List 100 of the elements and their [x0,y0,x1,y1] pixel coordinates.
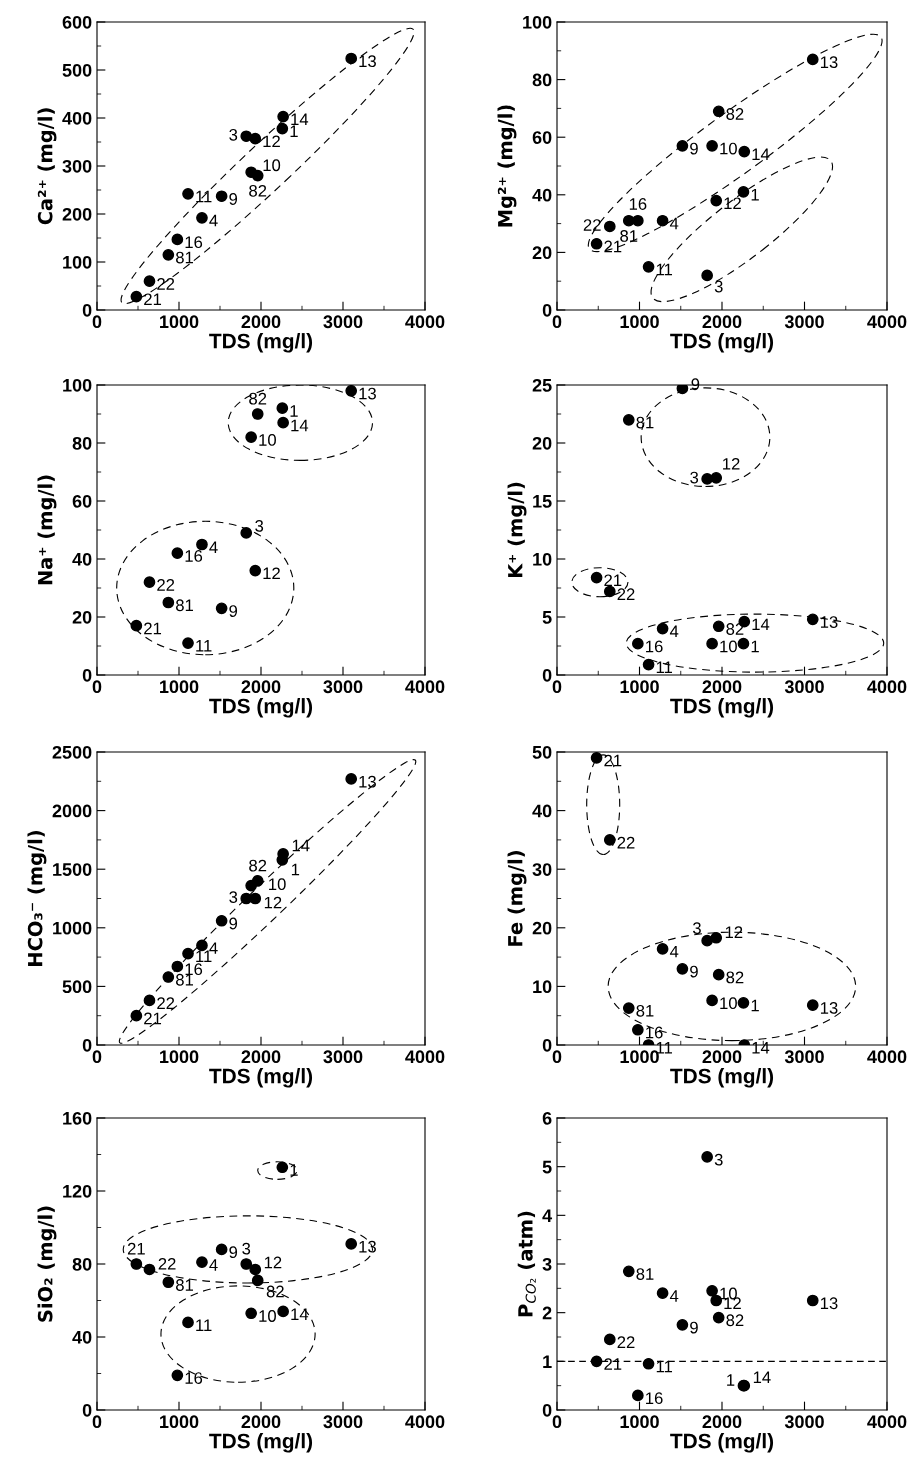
y-tick-label: 60 [532,131,552,144]
x-tick-label: 3000 [784,1050,824,1064]
annotation: 3 [690,471,699,484]
y-tick-label: 40 [532,188,552,202]
annotation: 11 [196,190,212,203]
annotation: 13 [820,616,838,628]
y-tick-label: 100 [63,255,92,269]
x-tick-label: 0 [92,1415,102,1429]
annotation: 10 [263,159,281,172]
y-tick-label: 0 [82,303,92,317]
y-axis-title: Ca²⁺ (mg/l) [37,108,57,225]
y-tick-label: 0 [82,1038,92,1052]
x-axis-title: TDS (mg/l) [209,333,313,353]
annotation: 3 [229,128,238,141]
y-tick-label: 500 [62,63,92,77]
x-tick-label: 2000 [702,315,742,329]
x-axis-title: TDS (mg/l) [670,1433,774,1453]
annotation: 4 [669,217,679,230]
x-axis-title: TDS (mg/l) [209,1433,313,1453]
annotation: 11 [196,1319,212,1331]
annotation: 16 [185,1372,203,1384]
annotation: 12 [264,1256,282,1269]
x-tick-label: 0 [92,680,102,694]
y-tick-label: 15 [533,495,552,508]
annotation: 9 [229,605,238,617]
annotation: 3 [229,891,238,903]
x-axis-title: TDS (mg/l) [670,333,774,353]
y-axis-title: Na⁺ (mg/l) [37,475,57,585]
annotation: 3 [255,520,264,532]
annotation: 3 [242,1242,251,1255]
y-tick-label: 40 [532,804,552,818]
annotation: 12 [263,567,280,580]
x-tick-label: 0 [552,680,562,694]
y-tick-label: 80 [72,436,92,450]
y-tick-label: 200 [62,207,92,221]
annotation: 14 [752,1042,770,1054]
x-tick-label: 1000 [160,1415,199,1429]
annotation: 9 [690,965,698,978]
y-tick-label: 20 [532,921,552,935]
annotation: 1 [290,1164,298,1176]
y-tick-label: 5 [542,611,552,624]
y-tick-label: 500 [62,980,92,994]
y-tick-label: 10 [533,980,552,994]
annotation: 21 [127,1242,145,1255]
annotation: 13 [359,387,376,400]
y-tick-label: 1500 [53,863,92,876]
annotation: 81 [636,1268,654,1280]
annotation: 82 [249,184,267,197]
y-tick-label: 0 [82,668,92,682]
y-tick-label: 1 [543,1355,552,1368]
annotation: 4 [669,945,679,958]
x-tick-label: 4000 [405,315,445,329]
annotation: 22 [583,219,601,231]
annotation: 21 [604,240,622,253]
annotation: 16 [646,1026,663,1039]
annotation: 9 [690,142,698,155]
x-tick-label: 0 [552,1415,562,1429]
x-tick-label: 3000 [323,1415,363,1429]
annotation: 4 [209,214,218,227]
x-tick-label: 3000 [784,1415,824,1429]
annotation: 16 [629,198,647,210]
annotation: 14 [752,618,770,631]
x-axis-title: TDS (mg/l) [209,1068,313,1088]
x-tick-label: 1000 [620,1415,659,1429]
annotation: 12 [724,197,741,210]
annotation: 13 [820,1001,838,1014]
y-axis-title: SiO₂ (mg/l) [37,1206,57,1322]
x-tick-label: 2000 [241,1050,281,1064]
annotation: 82 [726,1314,744,1327]
annotation: 22 [157,579,175,591]
y-tick-label: 3 [542,1257,552,1271]
annotation: 81 [176,1279,194,1291]
x-tick-label: 4000 [867,1050,907,1064]
x-tick-label: 1000 [620,315,659,329]
y-axis-title: Mg²⁺ (mg/l) [497,105,517,227]
x-tick-label: 3000 [784,315,824,329]
annotation: 82 [249,392,267,405]
annotation: 82 [726,108,744,120]
annotation: 10 [720,142,737,155]
annotation: 3 [714,1153,723,1166]
annotation: 11 [656,263,673,276]
x-tick-label: 0 [92,315,102,329]
annotation: 11 [656,1042,673,1054]
x-tick-label: 4000 [867,680,907,694]
x-axis-title: TDS (mg/l) [209,698,313,718]
annotation: 81 [176,251,194,264]
y-tick-label: 2 [542,1306,552,1320]
annotation: 82 [266,1285,284,1298]
annotation: 81 [636,1004,654,1017]
annotation: 82 [249,859,267,872]
y-tick-label: 20 [532,436,552,450]
y-tick-label: 160 [63,1111,92,1125]
annotation: 11 [656,1360,673,1373]
annotation: 16 [646,1392,663,1405]
annotation: 21 [144,1012,162,1025]
x-tick-label: 4000 [867,315,907,329]
y-tick-label: 0 [82,1403,92,1417]
annotation: 10 [259,434,276,446]
x-tick-label: 1000 [160,1050,199,1064]
annotation: 10 [720,640,737,653]
